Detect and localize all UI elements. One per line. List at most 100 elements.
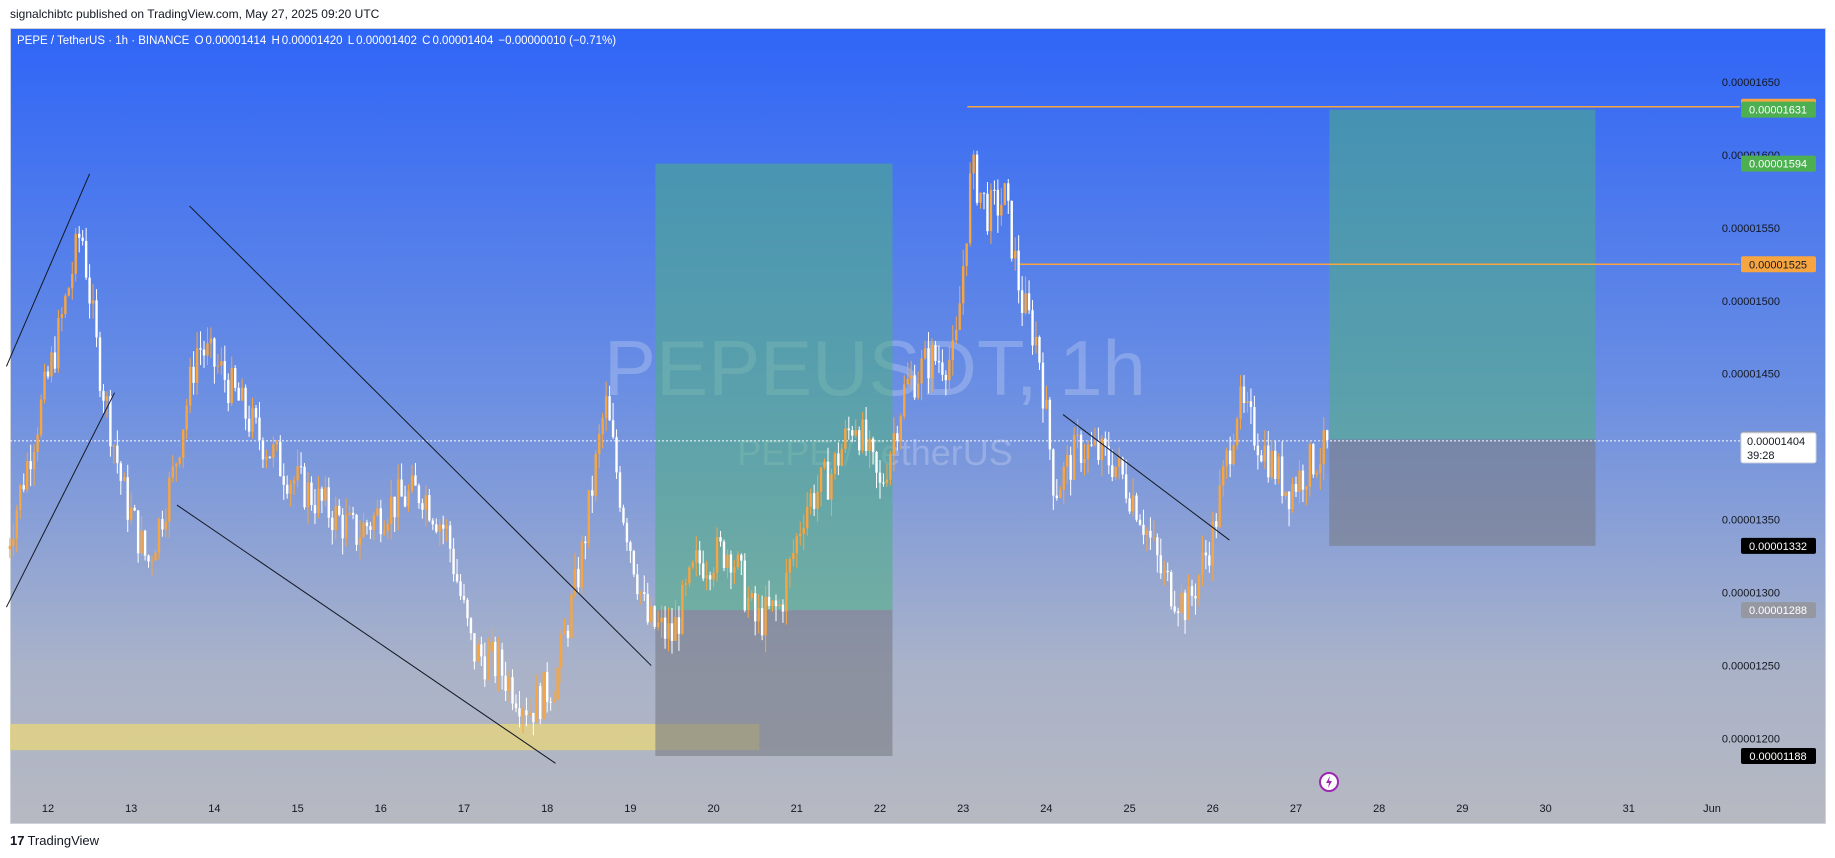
symbol-name[interactable]: PEPE / TetherUS · 1h · BINANCE [17, 35, 190, 47]
candle-body [494, 641, 497, 677]
candle-body [476, 644, 480, 662]
candle-body [747, 598, 750, 611]
candle-body [1274, 450, 1277, 480]
candle-body [812, 493, 816, 509]
candle-body [975, 154, 979, 203]
candle-body [230, 368, 233, 404]
candle-body [1298, 470, 1301, 492]
candle-body [1277, 456, 1280, 480]
price-label-box [1741, 602, 1816, 619]
candle-body [286, 484, 289, 494]
candle-body [244, 387, 247, 419]
candle-body [338, 505, 341, 515]
candle-body [341, 514, 344, 539]
candle-body [490, 641, 493, 652]
x-tick-label: Jun [1703, 803, 1721, 815]
candle-body [400, 479, 403, 497]
candle-body [133, 507, 136, 511]
candle-body [591, 490, 594, 496]
candle-body [1114, 466, 1117, 478]
candle-body [819, 467, 823, 492]
candle-body [1315, 472, 1318, 475]
price-label: 0.00001594 [1749, 159, 1807, 171]
candle-body [143, 530, 147, 556]
candle-body [1305, 486, 1308, 490]
candle-body [1014, 250, 1017, 259]
candle-body [823, 461, 826, 468]
candle-body [1267, 445, 1270, 478]
candle-body [199, 348, 202, 350]
candle-body [1145, 530, 1149, 535]
candle-body [979, 192, 982, 203]
tradingview-logo[interactable]: 17 TradingView [10, 833, 99, 848]
candle-body [1072, 435, 1076, 480]
symbol-bar[interactable]: PEPE / TetherUS · 1h · BINANCE O 0.000014… [17, 35, 618, 47]
candle-body [1076, 434, 1079, 436]
candle-body [1308, 444, 1312, 487]
candle-body [462, 596, 466, 600]
candle-body [604, 396, 608, 419]
candle-body [556, 667, 559, 700]
candle-body [64, 295, 67, 315]
x-tick-label: 16 [375, 803, 387, 815]
candle-body [861, 419, 864, 451]
price-label: 0.00001525 [1749, 259, 1807, 271]
candle-body [920, 358, 923, 384]
candle-body [386, 524, 389, 532]
candle-body [864, 419, 868, 451]
candle-body [147, 555, 150, 562]
x-tick-label: 20 [707, 803, 719, 815]
target-zone-1 [655, 163, 893, 611]
candle-body [36, 434, 39, 452]
candle-body [1246, 401, 1249, 403]
candle-body [646, 593, 649, 623]
candle-body [67, 288, 70, 296]
candle-body [268, 456, 272, 458]
candle-body [750, 593, 753, 599]
candle-body [5, 548, 8, 550]
candle-body [289, 483, 292, 494]
candle-body [383, 531, 386, 535]
candle-body [313, 505, 317, 514]
candle-body [934, 344, 937, 361]
candle-body [733, 567, 736, 573]
candle-body [1215, 521, 1218, 528]
candle-body [428, 495, 431, 521]
countdown-timer: 39:28 [1747, 450, 1775, 462]
candle-body [546, 672, 549, 702]
high-label: H [271, 35, 280, 47]
candle-body [390, 496, 393, 525]
x-tick-label: 26 [1207, 803, 1219, 815]
candle-body [1187, 586, 1190, 621]
candle-body [691, 562, 694, 568]
candle-body [1097, 441, 1100, 460]
x-tick-label: 30 [1539, 803, 1551, 815]
candle-body [688, 567, 691, 584]
candle-body [656, 622, 660, 627]
candle-body [1031, 310, 1034, 346]
candle-body [1086, 444, 1090, 460]
candle-body [504, 675, 507, 691]
candle-body [923, 348, 927, 359]
trendline-2 [5, 392, 116, 608]
candle-body [1107, 446, 1110, 466]
high-value: 0.00001420 [281, 35, 343, 47]
candle-body [951, 340, 954, 361]
candle-body [993, 189, 996, 191]
tradingview-brand: TradingView [27, 833, 100, 848]
candle-body [1183, 592, 1187, 621]
trendline-3 [189, 205, 652, 666]
candle-body [1045, 399, 1048, 409]
candle-body [1010, 200, 1013, 259]
candle-body [71, 273, 74, 289]
candle-body [393, 496, 396, 518]
x-tick-label: 23 [957, 803, 969, 815]
candle-body [698, 550, 701, 564]
trendline-5 [1062, 414, 1230, 541]
candle-body [78, 233, 81, 238]
candle-body [164, 521, 168, 530]
candle-body [12, 538, 15, 546]
candle-body [1322, 430, 1325, 465]
candle-body [729, 554, 733, 573]
